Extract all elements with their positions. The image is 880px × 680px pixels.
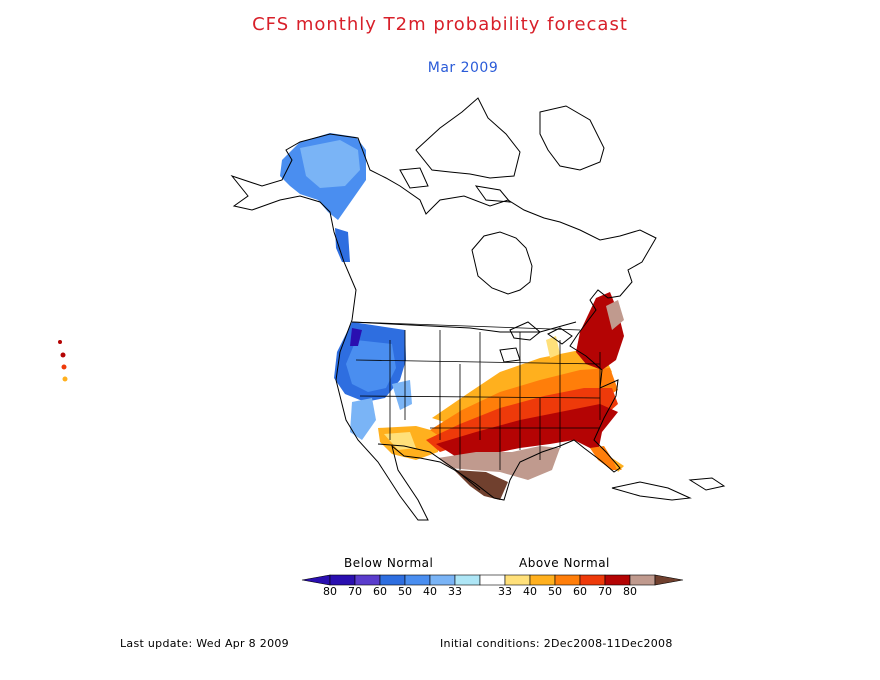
map-title: CFS monthly T2m probability forecast bbox=[252, 14, 628, 35]
florida-above-50 bbox=[590, 446, 622, 470]
hawaii-island-4 bbox=[62, 376, 68, 382]
mexico-border bbox=[377, 443, 481, 491]
initial-conditions-text: Initial conditions: 2Dec2008-11Dec2008 bbox=[440, 637, 673, 650]
legend-colorbar bbox=[301, 574, 684, 586]
colorbar-swatch-above-33 bbox=[504, 574, 531, 586]
hispaniola bbox=[688, 477, 726, 491]
legend-tick-label: 70 bbox=[348, 585, 362, 598]
hawaii-island-3 bbox=[61, 364, 67, 370]
southwest-above-33 bbox=[384, 432, 416, 450]
canada-us-border bbox=[351, 321, 577, 333]
west-below-50 bbox=[346, 340, 396, 392]
us-state-borders bbox=[351, 321, 601, 470]
colorbar-swatch-above-70 bbox=[604, 574, 631, 586]
hawaii-island-2 bbox=[60, 352, 66, 358]
lakes-above-33 bbox=[546, 336, 560, 358]
cuba bbox=[611, 481, 692, 501]
greenland bbox=[539, 105, 605, 171]
colorbar-swatch-below-40 bbox=[429, 574, 456, 586]
legend-tick-label: 33 bbox=[498, 585, 512, 598]
legend-tick-label: 80 bbox=[623, 585, 637, 598]
southeast-above-70 bbox=[436, 404, 618, 458]
legend-tick-label: 50 bbox=[548, 585, 562, 598]
continent-outlines bbox=[230, 97, 726, 521]
legend-tick-label: 50 bbox=[398, 585, 412, 598]
legend-tick-label: 80 bbox=[323, 585, 337, 598]
hawaii-islands bbox=[58, 340, 68, 382]
colorbar-swatch-below-70 bbox=[354, 574, 381, 586]
last-update-text: Last update: Wed Apr 8 2009 bbox=[120, 637, 289, 650]
colorbar-swatch-above-50 bbox=[554, 574, 581, 586]
colorbar-swatch-below-80 bbox=[329, 574, 356, 586]
gulf-above-80 bbox=[438, 446, 560, 480]
colorbar-swatch-below-33 bbox=[454, 574, 481, 586]
colorbar-left-end bbox=[301, 574, 331, 586]
above-normal-label: Above Normal bbox=[519, 556, 610, 570]
alaska-below-40 bbox=[300, 140, 360, 188]
hudson-bay bbox=[471, 231, 533, 295]
colorbar-swatch-above-40 bbox=[529, 574, 556, 586]
legend-tick-label: 60 bbox=[573, 585, 587, 598]
newengland-above-80 bbox=[606, 300, 624, 330]
rockies-below-40 bbox=[392, 380, 412, 410]
below-normal-label: Below Normal bbox=[344, 556, 434, 570]
bc-coast-below-60 bbox=[335, 228, 350, 262]
colorbar-swatch-normal bbox=[479, 574, 506, 586]
legend-tick-label: 70 bbox=[598, 585, 612, 598]
legend-tick-label: 33 bbox=[448, 585, 462, 598]
legend-tick-label: 40 bbox=[423, 585, 437, 598]
colorbar-right-end bbox=[654, 574, 684, 586]
great-basin-below-40 bbox=[350, 398, 376, 440]
colorbar-swatch-above-60 bbox=[579, 574, 606, 586]
colorbar-swatch-below-50 bbox=[404, 574, 431, 586]
probability-shading bbox=[280, 133, 624, 500]
north-america-coastline bbox=[230, 133, 657, 521]
colorbar-swatch-above-80 bbox=[629, 574, 656, 586]
hawaii-island-1 bbox=[58, 340, 62, 344]
colorbar-swatch-below-60 bbox=[379, 574, 406, 586]
west-below-80 bbox=[350, 328, 362, 346]
arctic-islands bbox=[399, 97, 521, 203]
legend-tick-label: 60 bbox=[373, 585, 387, 598]
texas-above-max bbox=[454, 470, 508, 500]
map-subtitle: Mar 2009 bbox=[427, 60, 499, 76]
legend-tick-label: 40 bbox=[523, 585, 537, 598]
